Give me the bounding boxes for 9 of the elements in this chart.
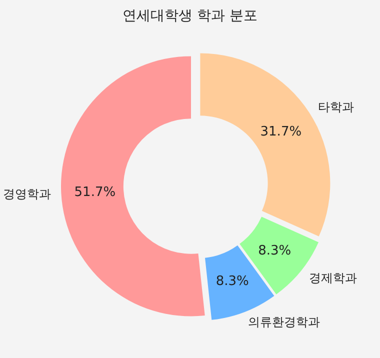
data-label: 8.3% xyxy=(216,274,249,289)
data-label: 8.3% xyxy=(258,243,292,258)
data-label: 31.7% xyxy=(260,124,302,140)
slice-label: 의류환경학과 xyxy=(248,314,320,329)
slice-label: 타학과 xyxy=(318,100,354,114)
slice-label: 경영학과 xyxy=(2,186,51,201)
data-label: 51.7% xyxy=(74,184,116,200)
slice-label: 경제학과 xyxy=(308,270,357,285)
chart-title: 연세대학생 학과 분포 xyxy=(122,8,258,24)
